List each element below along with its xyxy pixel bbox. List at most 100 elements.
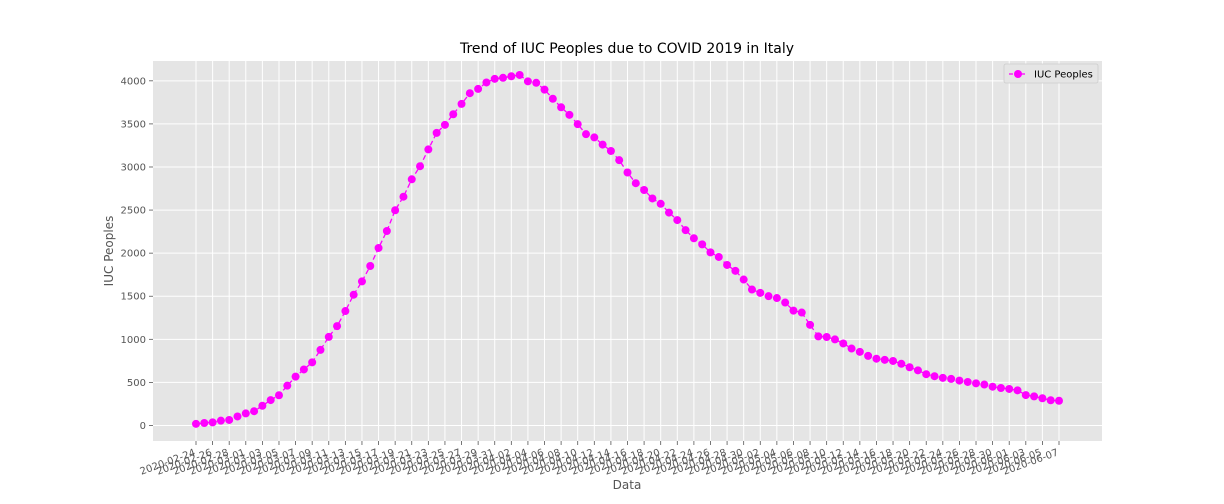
y-tick-label: 1500 (121, 292, 146, 303)
data-point (440, 120, 449, 129)
data-point (557, 103, 566, 112)
data-point (922, 370, 931, 379)
data-point (241, 409, 250, 418)
gridlines (153, 61, 1102, 441)
data-point (806, 320, 815, 329)
y-tick-label: 1000 (121, 335, 146, 346)
data-point (499, 73, 508, 82)
data-point (723, 260, 732, 269)
data-point (416, 162, 425, 171)
y-tick-label: 3000 (121, 162, 146, 173)
data-point (474, 84, 483, 93)
data-point (316, 345, 325, 354)
data-point (673, 216, 682, 225)
data-point (988, 382, 997, 391)
data-point (972, 379, 981, 388)
data-point (839, 339, 848, 348)
data-point (847, 344, 856, 353)
data-point (208, 418, 217, 427)
data-point (449, 110, 458, 119)
data-point (1030, 392, 1039, 401)
x-axis-ticks: 2020-02-242020-02-262020-02-282020-03-01… (139, 441, 1060, 478)
data-point (324, 332, 333, 341)
data-point (200, 418, 209, 427)
data-point (349, 290, 358, 299)
data-point (308, 358, 317, 367)
data-point (465, 89, 474, 98)
data-point (233, 412, 242, 421)
data-point (382, 227, 391, 236)
data-point (548, 94, 557, 103)
data-point (698, 240, 707, 249)
data-point (864, 351, 873, 360)
data-point (391, 206, 400, 215)
data-point (216, 416, 225, 425)
data-point (814, 332, 823, 341)
data-point (764, 292, 773, 301)
data-point (1055, 396, 1063, 405)
data-point (689, 234, 698, 243)
data-point (606, 146, 615, 155)
data-point (366, 261, 375, 270)
data-point (1013, 386, 1022, 395)
legend-marker (1014, 70, 1022, 78)
legend-box (1003, 63, 1099, 84)
data-point (889, 356, 898, 365)
data-point (880, 355, 889, 364)
data-point (565, 110, 574, 119)
data-point (706, 248, 715, 257)
data-point (938, 373, 947, 382)
y-tick-label: 4000 (121, 76, 146, 87)
data-point (225, 415, 234, 424)
data-point (623, 168, 632, 177)
data-point (681, 226, 690, 235)
data-point (399, 192, 408, 201)
data-point (872, 354, 881, 363)
data-point (930, 372, 939, 381)
data-point (1021, 391, 1030, 400)
y-tick-label: 500 (127, 378, 146, 389)
data-point (250, 407, 259, 416)
x-axis-label: Data (613, 478, 642, 492)
data-point (739, 275, 748, 284)
data-point (590, 133, 599, 142)
data-point (598, 140, 607, 149)
data-point (1046, 396, 1055, 405)
data-point (407, 175, 416, 184)
data-point (789, 306, 798, 315)
data-point (631, 179, 640, 188)
data-point (656, 199, 665, 208)
y-axis-label: IUC Peoples (102, 216, 116, 287)
series-points (192, 70, 1063, 428)
data-point (830, 335, 839, 344)
data-point (532, 78, 541, 87)
data-point (822, 333, 831, 341)
data-point (1038, 394, 1047, 403)
data-point (540, 85, 549, 94)
data-point (523, 77, 532, 86)
data-point (573, 120, 582, 129)
data-point (266, 396, 275, 405)
y-tick-label: 0 (140, 421, 146, 432)
data-point (756, 288, 765, 297)
data-point (640, 185, 649, 194)
data-point (299, 365, 308, 374)
data-point (747, 285, 756, 294)
data-point (291, 372, 300, 381)
data-point (897, 359, 906, 368)
data-point (482, 78, 491, 87)
data-point (283, 381, 292, 390)
data-point (947, 374, 956, 383)
data-point (731, 266, 740, 275)
data-point (648, 194, 657, 203)
data-point (905, 363, 914, 372)
y-tick-label: 2500 (121, 206, 146, 217)
data-point (714, 252, 723, 261)
data-point (357, 277, 366, 286)
data-point (781, 298, 790, 307)
y-tick-label: 3500 (121, 119, 146, 130)
data-point (507, 72, 516, 81)
data-point (963, 377, 972, 386)
data-point (374, 243, 383, 252)
